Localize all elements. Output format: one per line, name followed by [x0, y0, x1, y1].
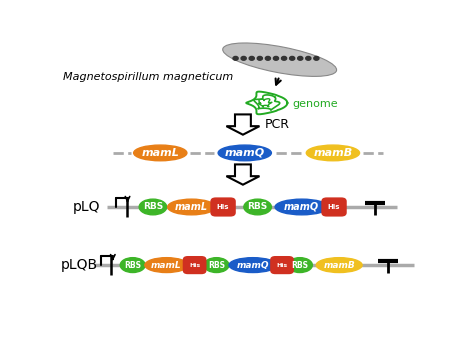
- FancyBboxPatch shape: [270, 256, 294, 274]
- Ellipse shape: [223, 43, 337, 77]
- Text: RBS: RBS: [208, 260, 225, 270]
- Circle shape: [306, 57, 311, 60]
- Text: pLQ: pLQ: [73, 200, 100, 214]
- Ellipse shape: [287, 258, 312, 272]
- Ellipse shape: [139, 199, 167, 215]
- Ellipse shape: [218, 145, 272, 161]
- Circle shape: [265, 57, 271, 60]
- Circle shape: [282, 57, 287, 60]
- Circle shape: [290, 57, 295, 60]
- Text: RBS: RBS: [292, 260, 309, 270]
- Ellipse shape: [316, 258, 362, 272]
- Circle shape: [314, 57, 319, 60]
- Text: genome: genome: [292, 99, 338, 109]
- FancyBboxPatch shape: [210, 197, 236, 217]
- Circle shape: [298, 57, 303, 60]
- Ellipse shape: [204, 258, 229, 272]
- Text: PCR: PCR: [265, 118, 290, 131]
- Text: mamQ: mamQ: [237, 260, 269, 270]
- Circle shape: [257, 57, 263, 60]
- Text: His: His: [276, 263, 288, 267]
- Ellipse shape: [120, 258, 145, 272]
- Text: mamB: mamB: [313, 148, 353, 158]
- Circle shape: [249, 57, 255, 60]
- Text: mamL: mamL: [141, 148, 179, 158]
- Ellipse shape: [168, 199, 215, 215]
- Ellipse shape: [134, 145, 187, 161]
- Text: RBS: RBS: [247, 203, 268, 212]
- Circle shape: [233, 57, 238, 60]
- Text: mamQ: mamQ: [284, 202, 319, 212]
- Text: RBS: RBS: [143, 203, 163, 212]
- Ellipse shape: [244, 199, 272, 215]
- Text: mamL: mamL: [151, 260, 182, 270]
- Text: mamL: mamL: [175, 202, 208, 212]
- Text: pLQB: pLQB: [61, 258, 98, 272]
- FancyBboxPatch shape: [183, 256, 207, 274]
- Ellipse shape: [275, 199, 328, 215]
- FancyBboxPatch shape: [321, 197, 347, 217]
- Text: His: His: [328, 204, 340, 210]
- Text: mamB: mamB: [323, 260, 355, 270]
- Ellipse shape: [306, 145, 360, 161]
- Circle shape: [241, 57, 246, 60]
- Text: His: His: [189, 263, 200, 267]
- Text: RBS: RBS: [124, 260, 141, 270]
- Text: His: His: [217, 204, 229, 210]
- Ellipse shape: [145, 258, 188, 272]
- Text: Magnetospirillum magneticum: Magnetospirillum magneticum: [63, 72, 233, 82]
- Polygon shape: [227, 114, 259, 135]
- Ellipse shape: [229, 258, 277, 272]
- Text: mamQ: mamQ: [225, 148, 265, 158]
- Circle shape: [273, 57, 279, 60]
- Polygon shape: [227, 164, 259, 185]
